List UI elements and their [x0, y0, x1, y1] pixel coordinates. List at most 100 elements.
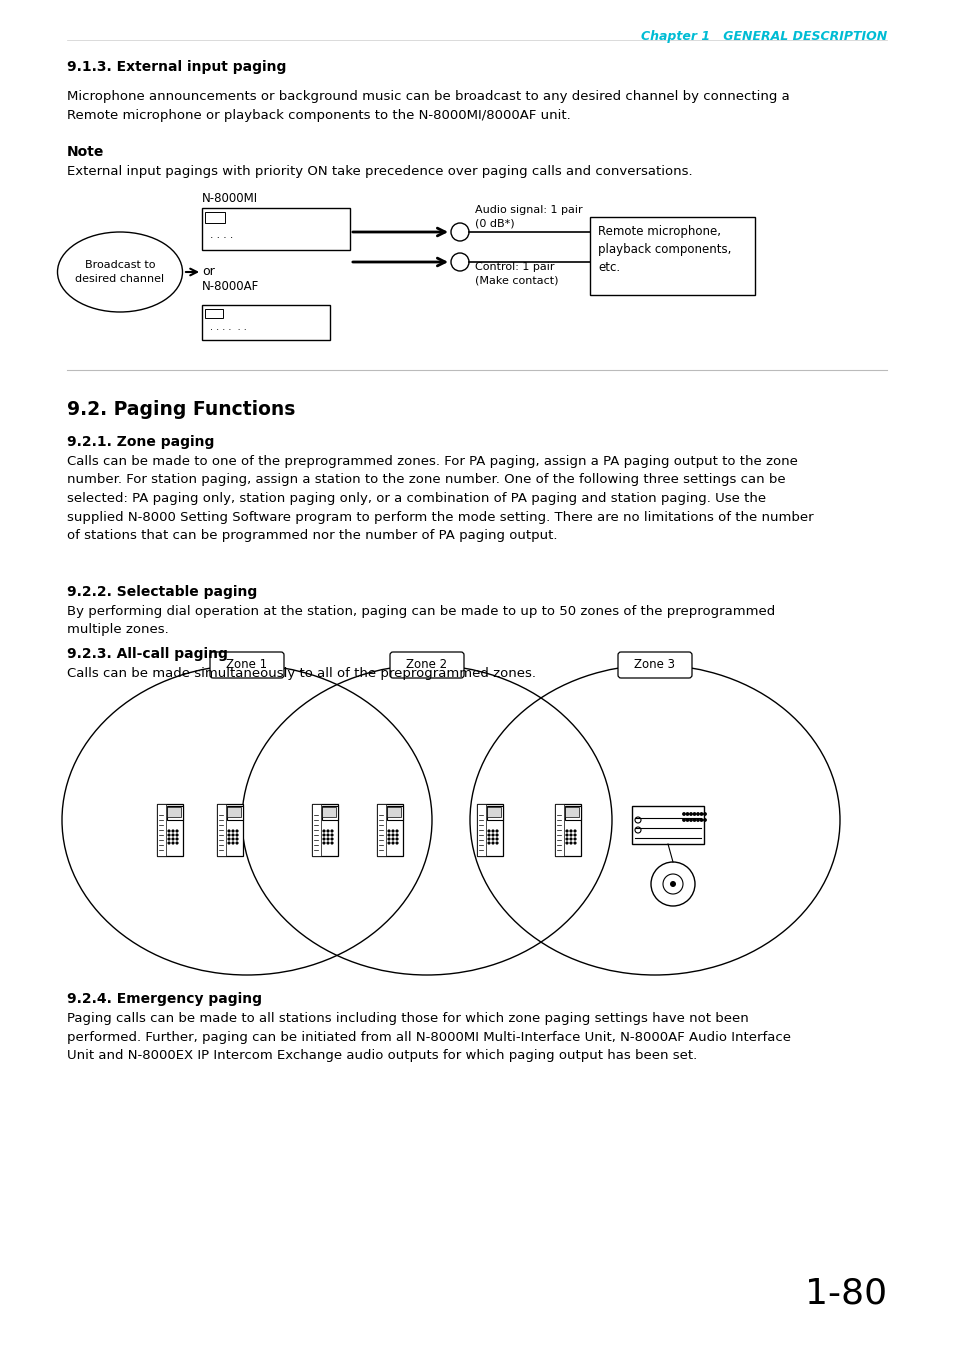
Circle shape — [395, 838, 397, 840]
Circle shape — [565, 842, 567, 844]
Circle shape — [492, 838, 494, 840]
Text: N-8000MI: N-8000MI — [202, 192, 258, 205]
Text: Broadcast to
desired channel: Broadcast to desired channel — [75, 261, 164, 284]
Circle shape — [235, 834, 237, 836]
Circle shape — [228, 842, 230, 844]
Circle shape — [696, 819, 699, 821]
Text: 9.2.2. Selectable paging: 9.2.2. Selectable paging — [67, 585, 257, 599]
FancyBboxPatch shape — [322, 807, 335, 817]
Text: Calls can be made simultaneously to all of the preprogrammed zones.: Calls can be made simultaneously to all … — [67, 667, 536, 680]
Circle shape — [232, 842, 233, 844]
Circle shape — [323, 838, 325, 840]
Circle shape — [488, 830, 490, 832]
Circle shape — [232, 838, 233, 840]
Circle shape — [570, 830, 571, 832]
Circle shape — [327, 842, 329, 844]
FancyBboxPatch shape — [227, 807, 241, 817]
Circle shape — [172, 830, 173, 832]
FancyBboxPatch shape — [476, 805, 485, 856]
FancyBboxPatch shape — [387, 806, 402, 819]
Circle shape — [176, 838, 177, 840]
Circle shape — [388, 830, 390, 832]
FancyBboxPatch shape — [390, 652, 463, 678]
Circle shape — [392, 834, 394, 836]
Circle shape — [323, 830, 325, 832]
FancyBboxPatch shape — [205, 309, 223, 319]
FancyBboxPatch shape — [618, 652, 691, 678]
Circle shape — [693, 813, 695, 815]
Circle shape — [570, 834, 571, 836]
Circle shape — [172, 842, 173, 844]
Circle shape — [392, 830, 394, 832]
Text: 9.2.3. All-call paging: 9.2.3. All-call paging — [67, 647, 228, 662]
Circle shape — [395, 834, 397, 836]
Circle shape — [570, 838, 571, 840]
Circle shape — [235, 842, 237, 844]
FancyBboxPatch shape — [312, 805, 337, 856]
Circle shape — [172, 838, 173, 840]
Circle shape — [689, 813, 692, 815]
Circle shape — [496, 834, 497, 836]
Circle shape — [570, 842, 571, 844]
Circle shape — [232, 834, 233, 836]
Circle shape — [492, 842, 494, 844]
FancyBboxPatch shape — [202, 208, 350, 250]
Circle shape — [235, 838, 237, 840]
Circle shape — [565, 838, 567, 840]
Text: 1-80: 1-80 — [804, 1276, 886, 1310]
Text: Paging calls can be made to all stations including those for which zone paging s: Paging calls can be made to all stations… — [67, 1012, 790, 1062]
Circle shape — [323, 834, 325, 836]
Circle shape — [574, 830, 576, 832]
Circle shape — [395, 830, 397, 832]
Circle shape — [685, 819, 688, 821]
FancyBboxPatch shape — [555, 805, 563, 856]
FancyBboxPatch shape — [157, 805, 166, 856]
Circle shape — [574, 838, 576, 840]
Text: 9.1.3. External input paging: 9.1.3. External input paging — [67, 59, 286, 74]
FancyBboxPatch shape — [205, 212, 225, 223]
Circle shape — [327, 830, 329, 832]
Circle shape — [331, 842, 333, 844]
FancyBboxPatch shape — [210, 652, 284, 678]
Circle shape — [323, 842, 325, 844]
FancyBboxPatch shape — [476, 805, 502, 856]
Circle shape — [331, 838, 333, 840]
Circle shape — [176, 842, 177, 844]
FancyBboxPatch shape — [157, 805, 183, 856]
Circle shape — [172, 834, 173, 836]
Circle shape — [228, 838, 230, 840]
Circle shape — [693, 819, 695, 821]
Circle shape — [395, 842, 397, 844]
Circle shape — [168, 830, 170, 832]
FancyBboxPatch shape — [387, 807, 400, 817]
Circle shape — [669, 882, 676, 887]
FancyBboxPatch shape — [202, 305, 330, 340]
Circle shape — [488, 838, 490, 840]
Circle shape — [492, 834, 494, 836]
FancyBboxPatch shape — [564, 806, 580, 819]
FancyBboxPatch shape — [216, 805, 243, 856]
Text: Chapter 1   GENERAL DESCRIPTION: Chapter 1 GENERAL DESCRIPTION — [640, 30, 886, 43]
Circle shape — [565, 834, 567, 836]
Circle shape — [700, 813, 702, 815]
Circle shape — [574, 842, 576, 844]
Text: . . . .: . . . . — [210, 230, 233, 240]
FancyBboxPatch shape — [227, 806, 243, 819]
Text: 9.2. Paging Functions: 9.2. Paging Functions — [67, 400, 295, 418]
Circle shape — [331, 830, 333, 832]
Text: Zone 1: Zone 1 — [226, 659, 267, 671]
Circle shape — [488, 834, 490, 836]
FancyBboxPatch shape — [589, 217, 754, 296]
FancyBboxPatch shape — [312, 805, 320, 856]
Circle shape — [331, 834, 333, 836]
FancyBboxPatch shape — [376, 805, 402, 856]
Circle shape — [388, 842, 390, 844]
FancyBboxPatch shape — [564, 807, 578, 817]
FancyBboxPatch shape — [486, 807, 500, 817]
Circle shape — [496, 830, 497, 832]
Circle shape — [682, 819, 684, 821]
Circle shape — [574, 834, 576, 836]
Circle shape — [168, 834, 170, 836]
Text: 9.2.1. Zone paging: 9.2.1. Zone paging — [67, 435, 214, 450]
Circle shape — [388, 834, 390, 836]
